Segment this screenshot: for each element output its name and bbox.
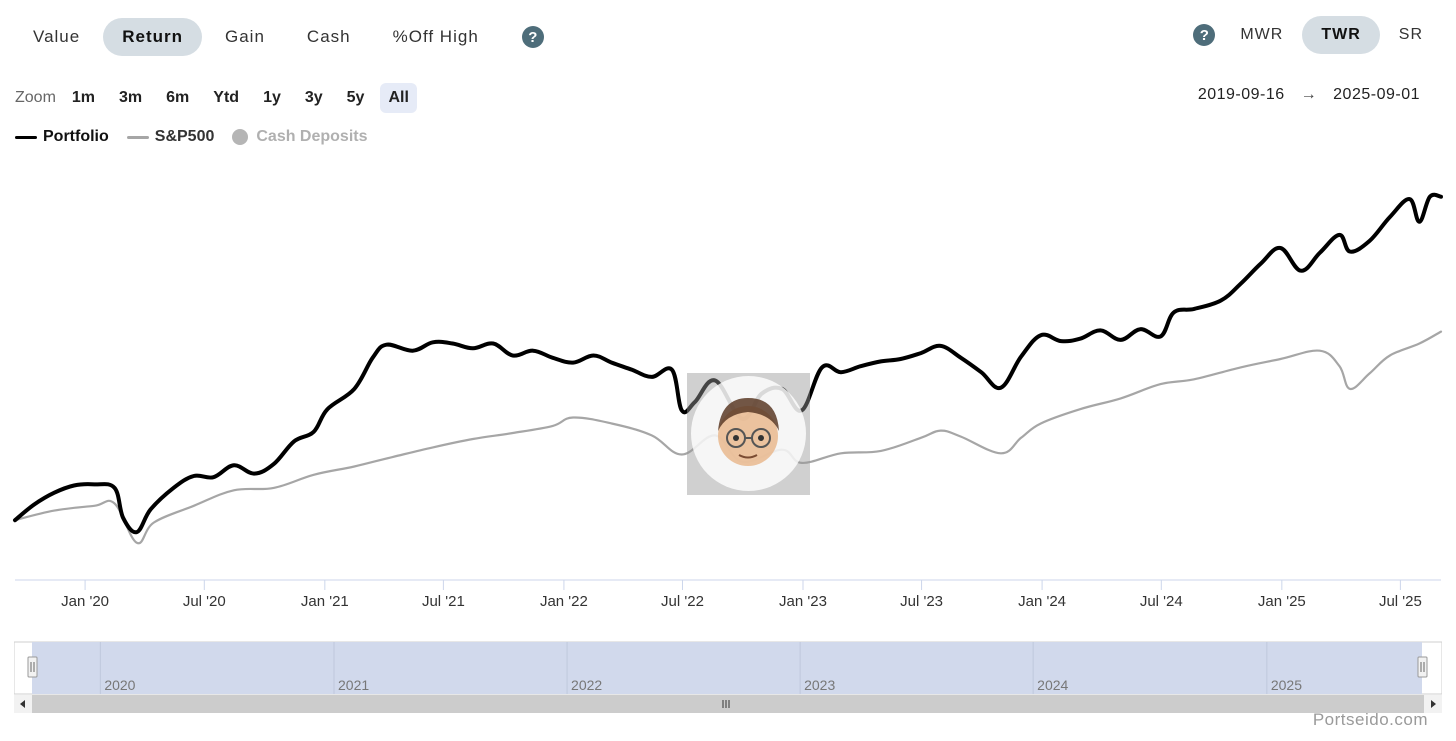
sp500-line-swatch bbox=[126, 135, 149, 139]
x-tick-label: Jan '25 bbox=[1258, 593, 1306, 610]
zoom-all[interactable]: All bbox=[380, 83, 417, 113]
navigator-tick-label: 2024 bbox=[1037, 677, 1068, 693]
legend-portfolio[interactable]: Portfolio bbox=[15, 128, 109, 146]
tab-cash[interactable]: Cash bbox=[306, 27, 351, 46]
brand-watermark: Portseido.com bbox=[1312, 710, 1428, 729]
navigator-tick-label: 2023 bbox=[804, 677, 835, 693]
date-range: 2019-09-16 → 2025-09-01 bbox=[1198, 86, 1420, 104]
range-from[interactable]: 2019-09-16 bbox=[1197, 86, 1285, 103]
x-tick-label: Jul '25 bbox=[1379, 593, 1422, 610]
x-tick-label: Jul '21 bbox=[422, 593, 465, 610]
return-method-selector: ? MWR TWR SR bbox=[1193, 16, 1442, 54]
navigator-scrollbar[interactable] bbox=[14, 695, 1442, 713]
navigator-right-handle[interactable] bbox=[1417, 656, 1428, 678]
view-tabs: Value Return Gain Cash %Off High? bbox=[14, 18, 544, 56]
method-buttons: MWR TWR SR bbox=[1221, 16, 1442, 54]
tab-return[interactable]: Return bbox=[103, 18, 202, 56]
x-tick-label: Jan '20 bbox=[61, 593, 109, 610]
tab-pct-off-high[interactable]: %Off High bbox=[392, 27, 479, 46]
zoom-3m[interactable]: 3m bbox=[119, 89, 143, 106]
tab-value[interactable]: Value bbox=[33, 27, 81, 46]
scroll-left-arrow-icon[interactable] bbox=[20, 700, 25, 708]
help-icon[interactable]: ? bbox=[521, 26, 544, 48]
x-tick-label: Jan '21 bbox=[301, 593, 349, 610]
tab-gain[interactable]: Gain bbox=[225, 27, 265, 46]
zoom-label: Zoom bbox=[15, 89, 56, 106]
zoom-ytd[interactable]: Ytd bbox=[213, 89, 240, 106]
legend-sp500[interactable]: S&P500 bbox=[126, 128, 215, 146]
x-tick-label: Jul '24 bbox=[1140, 593, 1183, 610]
navigator-tick-label: 2021 bbox=[338, 677, 369, 693]
zoom-bar: Zoom 1m 3m 6m Ytd 1y 3y 5y All bbox=[15, 83, 425, 113]
range-arrow: → bbox=[1300, 86, 1318, 103]
portfolio-line-swatch bbox=[15, 135, 37, 139]
zoom-1y[interactable]: 1y bbox=[263, 89, 281, 106]
navigator-left-handle[interactable] bbox=[27, 656, 38, 678]
x-tick-label: Jul '20 bbox=[183, 593, 226, 610]
x-tick-label: Jan '22 bbox=[540, 593, 588, 610]
zoom-1m[interactable]: 1m bbox=[71, 89, 96, 106]
x-tick-label: Jul '22 bbox=[661, 593, 704, 610]
legend-cash-label: Cash Deposits bbox=[256, 128, 368, 145]
navigator-tick-label: 2020 bbox=[104, 677, 135, 693]
help-icon[interactable]: ? bbox=[1193, 24, 1216, 46]
x-tick-label: Jul '23 bbox=[900, 593, 943, 610]
cash-dot-swatch bbox=[232, 129, 249, 145]
avatar bbox=[691, 376, 806, 491]
chart-legend: Portfolio S&P500 Cash Deposits bbox=[15, 126, 386, 148]
zoom-6m[interactable]: 6m bbox=[166, 89, 190, 106]
x-tick-label: Jan '24 bbox=[1018, 593, 1066, 610]
x-tick-label: Jan '23 bbox=[779, 593, 827, 610]
range-navigator[interactable]: 2020 2021 2022 2023 2024 2025 bbox=[14, 640, 1442, 714]
legend-portfolio-label: Portfolio bbox=[43, 128, 109, 145]
navigator-tick-label: 2025 bbox=[1271, 677, 1302, 693]
zoom-3y[interactable]: 3y bbox=[304, 89, 323, 106]
legend-sp500-label: S&P500 bbox=[154, 128, 215, 145]
scroll-right-arrow-icon[interactable] bbox=[1431, 700, 1436, 708]
watermark-avatar bbox=[687, 373, 810, 495]
scrollbar-thumb[interactable] bbox=[32, 695, 1424, 713]
navigator-selected-range bbox=[32, 642, 1422, 694]
method-mwr[interactable]: MWR bbox=[1240, 26, 1284, 43]
avatar-face-icon bbox=[718, 398, 779, 466]
range-to[interactable]: 2025-09-01 bbox=[1333, 86, 1420, 103]
method-twr[interactable]: TWR bbox=[1302, 16, 1380, 54]
zoom-options: 1m 3m 6m Ytd 1y 3y 5y All bbox=[64, 83, 425, 113]
zoom-5y[interactable]: 5y bbox=[346, 89, 365, 106]
legend-cash-deposits[interactable]: Cash Deposits bbox=[232, 128, 368, 146]
method-sr[interactable]: SR bbox=[1398, 26, 1423, 43]
navigator-tick-label: 2022 bbox=[571, 677, 602, 693]
